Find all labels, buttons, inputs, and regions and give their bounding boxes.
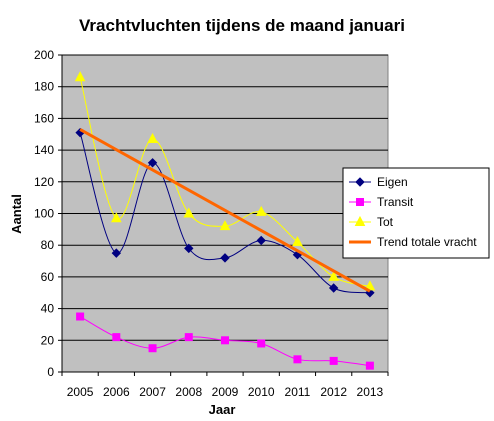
trend-line-trend-totale-vracht: [79, 128, 371, 293]
legend-marker-tot: [354, 215, 366, 226]
legend-label-tot: Tot: [377, 215, 394, 229]
x-tick-label-2008: 2008: [175, 385, 202, 399]
point-eigen-2012: [328, 283, 339, 293]
y-tick-label-200: 200: [34, 48, 54, 62]
point-transit-2006: [112, 333, 121, 342]
legend-label-trend-totale-vracht: Trend totale vracht: [377, 235, 477, 249]
point-tot-2010: [255, 205, 267, 216]
point-tot-2005: [74, 71, 86, 82]
y-tick-label-20: 20: [41, 333, 55, 347]
y-tick-label-80: 80: [41, 238, 55, 252]
point-tot-2008: [183, 207, 195, 218]
legend-label-transit: Transit: [377, 195, 414, 209]
legend-marker-transit: [356, 198, 364, 206]
y-tick-label-40: 40: [41, 302, 55, 316]
series-eigen: [75, 127, 375, 298]
point-tot-2009: [219, 220, 231, 231]
x-tick-label-2006: 2006: [103, 385, 130, 399]
y-tick-label-60: 60: [41, 270, 55, 284]
legend-label-eigen: Eigen: [377, 175, 408, 189]
y-axis-ticks: 0 20 40 60 80 100 120 140 160 180 200: [34, 48, 388, 379]
y-tick-label-180: 180: [34, 80, 54, 94]
point-transit-2013: [365, 361, 374, 370]
chart-title: Vrachtvluchten tijdens de maand januari: [79, 16, 405, 35]
point-transit-2008: [184, 333, 193, 342]
point-eigen-2008: [184, 243, 194, 254]
y-tick-label-0: 0: [47, 365, 54, 379]
point-tot-2007: [147, 132, 158, 144]
series-group: [74, 71, 376, 370]
point-transit-2011: [293, 355, 302, 364]
series-trend-totale-vracht: [79, 128, 371, 293]
point-transit-2010: [257, 339, 266, 348]
point-transit-2007: [148, 344, 157, 353]
x-tick-label-2011: 2011: [285, 385, 311, 399]
point-tot-2011: [292, 235, 303, 247]
point-tot-2006: [111, 212, 122, 223]
point-transit-2005: [76, 312, 85, 321]
point-tot-2012: [328, 270, 339, 281]
y-tick-label-160: 160: [34, 111, 54, 125]
legend-marker-eigen: [355, 177, 365, 187]
y-tick-label-100: 100: [34, 207, 54, 221]
point-eigen-2009: [220, 253, 230, 263]
x-tick-label-2009: 2009: [212, 385, 239, 399]
x-tick-label-2007: 2007: [139, 385, 166, 399]
y-tick-label-120: 120: [34, 175, 54, 189]
x-tick-label-2012: 2012: [320, 385, 347, 399]
x-tick-label-2013: 2013: [357, 385, 384, 399]
series-transit: [76, 312, 374, 370]
point-eigen-2010: [256, 235, 266, 246]
point-transit-2012: [329, 356, 338, 365]
point-eigen-2007: [147, 158, 158, 168]
y-axis-title: Aantal: [9, 194, 24, 234]
x-axis-ticks: 2005 2006 2007 2008 2009 2010 2011 2012 2013: [61, 372, 389, 399]
x-axis-title: Jaar: [209, 402, 236, 417]
point-eigen-2006: [111, 248, 122, 258]
x-tick-label-2005: 2005: [67, 385, 94, 399]
point-transit-2009: [221, 336, 229, 345]
legend: Eigen Transit Tot Trend totale vracht: [342, 167, 490, 259]
y-tick-label-140: 140: [34, 143, 54, 157]
x-tick-label-2010: 2010: [248, 385, 275, 399]
